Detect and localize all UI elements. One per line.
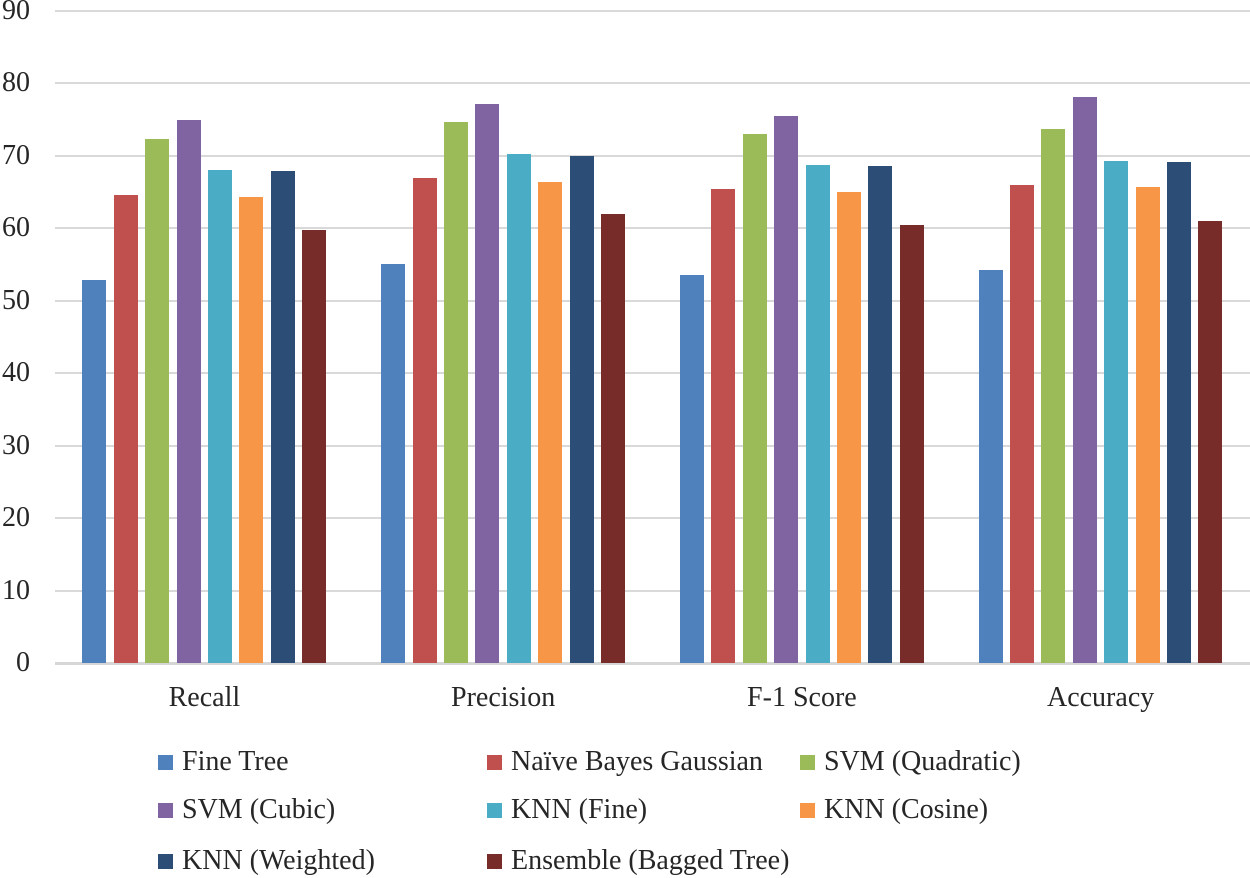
bar-knn-cosine-recall [239,196,264,663]
legend-item-svm-quadratic: SVM (Quadratic) [800,746,1021,778]
bar-na-ve-bayes-gaussian-accuracy [1010,184,1035,663]
bar-knn-fine-accuracy [1104,160,1129,663]
bar-knn-fine-precision [506,154,531,663]
legend-swatch-knn-cosine [800,802,815,818]
y-tick-label-60: 60 [2,212,30,243]
bar-fine-tree-recall [82,280,107,663]
bar-svm-quadratic-precision [443,122,468,663]
legend-swatch-na-ve-bayes-gaussian [487,754,502,770]
y-tick-label-30: 30 [2,429,30,461]
legend-label-svm-cubic: SVM (Cubic) [182,794,336,825]
legend-label-na-ve-bayes-gaussian: Naïve Bayes Gaussian [511,746,763,777]
legend-item-knn-fine: KNN (Fine) [487,794,647,826]
x-category-label-precision: Precision [451,682,556,713]
bar-knn-fine-recall [208,170,232,663]
gridline-70 [55,154,1250,157]
bar-knn-cosine-accuracy [1135,187,1160,663]
y-tick-label-90: 90 [2,0,30,26]
bar-ensemble-bagged-tree-f-1-score [899,225,924,663]
legend-label-ensemble-bagged-tree: Ensemble (Bagged Tree) [511,845,790,876]
bar-ensemble-bagged-tree-recall [302,230,327,663]
legend-swatch-knn-weighted [158,853,173,869]
bar-svm-quadratic-recall [145,138,170,663]
gridline-20 [55,517,1250,519]
x-category-label-recall: Recall [168,682,241,713]
bar-fine-tree-precision [381,263,406,663]
gridline-30 [55,444,1250,447]
x-axis-line [55,662,1250,665]
y-tick-label-0: 0 [16,647,30,678]
bar-knn-weighted-accuracy [1167,162,1192,663]
gridline-80 [55,82,1250,84]
bar-ensemble-bagged-tree-precision [600,214,625,663]
bar-fine-tree-accuracy [978,270,1003,663]
legend-item-svm-cubic: SVM (Cubic) [158,794,335,826]
legend-swatch-fine-tree [158,754,173,770]
bar-knn-weighted-f-1-score [868,166,893,663]
bar-svm-quadratic-f-1-score [742,133,767,663]
gridline-90 [55,9,1250,12]
gridline-40 [55,372,1250,374]
gridline-10 [55,589,1250,592]
legend-label-svm-quadratic: SVM (Quadratic) [824,746,1021,777]
y-tick-label-80: 80 [2,67,30,98]
bar-svm-cubic-accuracy [1072,96,1097,663]
bar-fine-tree-f-1-score [679,275,704,663]
legend-item-na-ve-bayes-gaussian: Naïve Bayes Gaussian [487,746,763,778]
legend-label-knn-cosine: KNN (Cosine) [824,794,989,825]
gridline-60 [55,227,1250,229]
bar-knn-cosine-precision [538,181,563,663]
x-category-label-f-1-score: F-1 Score [747,682,857,713]
bar-knn-fine-f-1-score [805,164,830,663]
y-tick-label-20: 20 [2,502,30,533]
legend-swatch-svm-cubic [158,802,173,818]
legend-label-fine-tree: Fine Tree [182,746,289,777]
y-tick-label-50: 50 [2,284,30,316]
bar-knn-weighted-recall [270,170,295,663]
y-tick-label-10: 10 [2,574,30,606]
legend-swatch-svm-quadratic [800,754,815,770]
bar-svm-cubic-precision [475,104,500,663]
gridline-50 [55,299,1250,302]
bar-svm-cubic-recall [176,119,201,663]
bar-svm-cubic-f-1-score [774,115,799,663]
y-tick-label-40: 40 [2,357,30,388]
bar-knn-cosine-f-1-score [836,191,861,663]
legend-label-knn-weighted: KNN (Weighted) [182,845,375,876]
bar-na-ve-bayes-gaussian-recall [113,194,138,663]
legend-item-knn-weighted: KNN (Weighted) [158,845,375,877]
bar-svm-quadratic-accuracy [1041,129,1066,663]
bar-na-ve-bayes-gaussian-f-1-score [711,188,736,663]
bar-knn-weighted-precision [569,155,594,663]
y-tick-label-70: 70 [2,139,30,171]
bar-na-ve-bayes-gaussian-precision [412,177,437,663]
legend-swatch-ensemble-bagged-tree [487,853,502,869]
bar-ensemble-bagged-tree-accuracy [1198,221,1223,663]
legend-swatch-knn-fine [487,802,502,818]
x-category-label-accuracy: Accuracy [1046,682,1155,713]
legend-item-fine-tree: Fine Tree [158,746,289,778]
legend-item-knn-cosine: KNN (Cosine) [800,794,988,826]
legend-item-ensemble-bagged-tree: Ensemble (Bagged Tree) [487,845,789,877]
legend-label-knn-fine: KNN (Fine) [511,794,648,825]
